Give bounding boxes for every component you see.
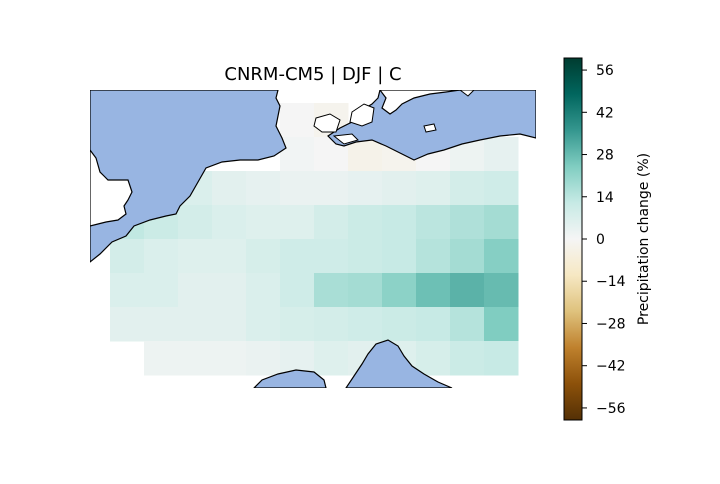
bornholm-island bbox=[423, 123, 437, 133]
grid-cell bbox=[144, 239, 179, 274]
grid-cell bbox=[314, 273, 349, 308]
grid-cell bbox=[246, 171, 281, 206]
grid-cell bbox=[178, 341, 213, 376]
grid-cell bbox=[178, 307, 213, 342]
grid-cell bbox=[450, 205, 485, 240]
grid-cell bbox=[246, 307, 281, 342]
colorbar-tick-label: −28 bbox=[596, 316, 626, 332]
north-sea bbox=[90, 90, 287, 263]
funen-island bbox=[313, 113, 341, 133]
grid-cell bbox=[484, 137, 519, 172]
grid-cell bbox=[144, 273, 179, 308]
grid-cell bbox=[416, 171, 451, 206]
grid-cell bbox=[484, 341, 519, 376]
grid-cell bbox=[280, 103, 315, 138]
grid-cell bbox=[382, 307, 417, 342]
grid-cell bbox=[348, 239, 383, 274]
grid-cell bbox=[212, 239, 247, 274]
colorbar-tick-label: −56 bbox=[596, 401, 626, 417]
grid-cell bbox=[416, 341, 451, 376]
grid-cell bbox=[178, 205, 213, 240]
zealand-island bbox=[349, 103, 375, 127]
grid-cell bbox=[280, 273, 315, 308]
grid-cell bbox=[450, 239, 485, 274]
grid-cell bbox=[484, 205, 519, 240]
colorbar-scale bbox=[563, 57, 583, 421]
grid-cell bbox=[382, 205, 417, 240]
great-britain bbox=[90, 148, 133, 227]
grid-cell bbox=[348, 273, 383, 308]
map-panel bbox=[90, 90, 536, 388]
gotland-coast bbox=[459, 90, 475, 97]
grid-cell bbox=[314, 341, 349, 376]
grid-cell bbox=[314, 171, 349, 206]
grid-cell bbox=[314, 205, 349, 240]
grid-cell bbox=[416, 307, 451, 342]
grid-cell bbox=[348, 171, 383, 206]
grid-cell bbox=[280, 205, 315, 240]
ligurian-sea bbox=[253, 369, 327, 388]
colorbar-tick-label: 42 bbox=[596, 105, 614, 121]
grid-cell bbox=[450, 341, 485, 376]
grid-cell bbox=[178, 239, 213, 274]
grid-cell bbox=[144, 307, 179, 342]
grid-cell bbox=[246, 239, 281, 274]
grid-cell bbox=[382, 273, 417, 308]
grid-cell bbox=[212, 273, 247, 308]
grid-cell bbox=[416, 273, 451, 308]
grid-cell bbox=[212, 171, 247, 206]
grid-cell bbox=[314, 307, 349, 342]
grid-cell bbox=[484, 273, 519, 308]
colorbar-tick-label: 14 bbox=[596, 190, 614, 206]
colorbar-tick-label: −42 bbox=[596, 359, 626, 375]
colorbar-ticks: 56 42 28 14 0 −14 −28 −42 −56 bbox=[582, 63, 626, 417]
grid-cell bbox=[212, 205, 247, 240]
grid-cell bbox=[314, 239, 349, 274]
grid-cell bbox=[416, 239, 451, 274]
grid-cell bbox=[382, 239, 417, 274]
grid-cell bbox=[280, 137, 315, 172]
grid-cell bbox=[212, 307, 247, 342]
adriatic-sea bbox=[345, 339, 453, 388]
grid-cell bbox=[484, 239, 519, 274]
grid-cell bbox=[110, 273, 145, 308]
grid-cell bbox=[280, 307, 315, 342]
grid-cell bbox=[280, 239, 315, 274]
colorbar-label: Precipitation change (%) bbox=[636, 153, 652, 325]
grid-cell bbox=[348, 205, 383, 240]
grid-cell bbox=[416, 205, 451, 240]
map-title: CNRM-CM5 | DJF | C bbox=[224, 64, 401, 85]
grid-cell bbox=[348, 307, 383, 342]
grid-cell bbox=[144, 341, 179, 376]
grid-cell bbox=[450, 273, 485, 308]
colorbar-tick-label: 28 bbox=[596, 148, 614, 164]
grid-cell bbox=[484, 171, 519, 206]
colorbar-tick-label: −14 bbox=[596, 274, 626, 290]
grid-cell bbox=[110, 239, 145, 274]
lolland-island bbox=[332, 133, 359, 145]
grid-cell bbox=[450, 171, 485, 206]
grid-cell bbox=[246, 273, 281, 308]
grid-cell bbox=[484, 307, 519, 342]
grid-cell bbox=[246, 205, 281, 240]
grid-cell bbox=[382, 171, 417, 206]
colorbar-tick-label: 0 bbox=[596, 232, 605, 248]
grid-cell bbox=[450, 307, 485, 342]
grid-cell bbox=[280, 171, 315, 206]
colorbar-tick-label: 56 bbox=[596, 63, 614, 79]
grid-cell bbox=[212, 341, 247, 376]
grid-cell bbox=[246, 341, 281, 376]
colorbar: 56 42 28 14 0 −14 −28 −42 −56 Precipitation chan… bbox=[563, 57, 652, 421]
precipitation-grid bbox=[90, 103, 519, 376]
grid-cell bbox=[178, 273, 213, 308]
sweden-coast bbox=[379, 90, 461, 115]
grid-cell bbox=[110, 307, 145, 342]
